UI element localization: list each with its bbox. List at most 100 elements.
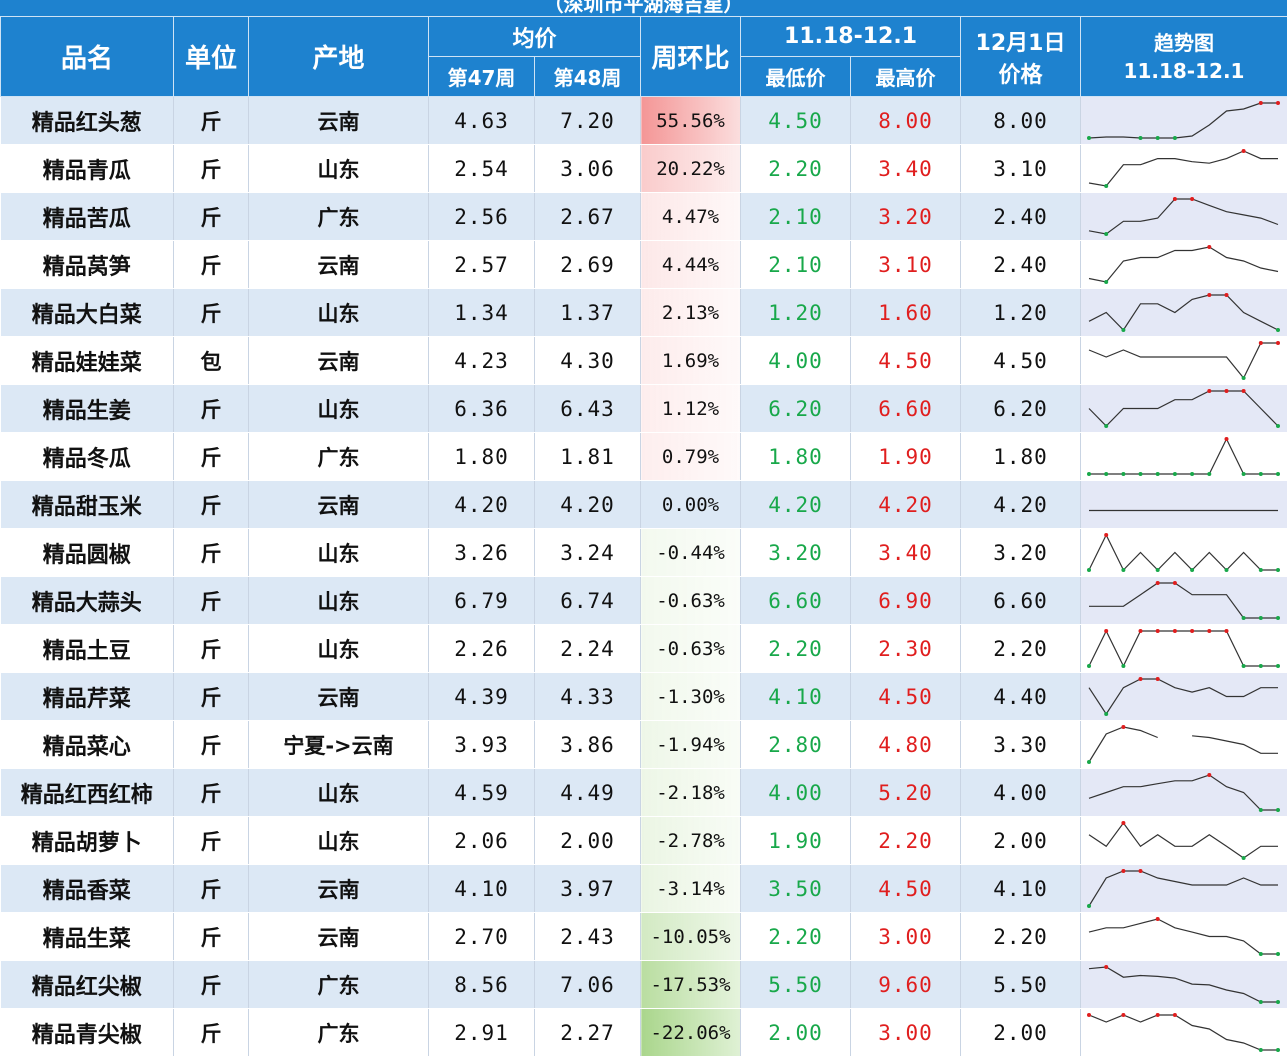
product-name: 精品红尖椒	[0, 960, 174, 1009]
dec1-price: 3.20	[960, 528, 1082, 577]
trend-low-point	[1087, 136, 1092, 140]
trend-line	[1088, 918, 1279, 955]
trend-high-point	[1190, 197, 1195, 201]
dec1-price: 1.80	[960, 432, 1082, 481]
trend-low-point	[1155, 472, 1160, 476]
trend-low-point	[1258, 616, 1263, 620]
trend-high-point	[1104, 965, 1109, 969]
trend-line	[1088, 774, 1279, 811]
trend-low-point	[1121, 328, 1126, 332]
trend-low-point	[1172, 472, 1177, 476]
trend-line	[1088, 1014, 1279, 1051]
header-avg: 均价	[427, 16, 642, 57]
origin-cell: 云南	[248, 672, 429, 721]
trend-line	[1088, 678, 1279, 716]
max-price: 5.20	[850, 768, 962, 817]
trend-line	[1088, 198, 1279, 235]
dec1-price: 3.30	[960, 720, 1082, 769]
trend-low-point	[1258, 808, 1263, 812]
wow-change: -2.18%	[640, 768, 742, 817]
dec1-price: 4.20	[960, 480, 1082, 529]
wow-change: 0.00%	[640, 480, 742, 529]
trend-line	[1089, 582, 1279, 619]
trend-line	[1088, 102, 1279, 139]
week48-price: 6.43	[534, 384, 642, 433]
trend-low-point	[1241, 664, 1246, 668]
trend-sparkline	[1088, 773, 1281, 812]
week48-price: 2.69	[534, 240, 642, 289]
trend-sparkline	[1088, 245, 1279, 284]
week48-price: 6.74	[534, 576, 642, 625]
week47-price: 4.10	[428, 864, 535, 913]
trend-line	[1089, 437, 1279, 475]
origin-cell: 云南	[248, 864, 429, 913]
trend-low-point	[1138, 136, 1143, 140]
product-name: 精品胡萝卜	[0, 816, 174, 865]
trend-sparkline	[1088, 293, 1281, 332]
origin-cell: 云南	[248, 480, 429, 529]
wow-change: 1.12%	[640, 384, 742, 433]
dec1-price: 2.20	[960, 912, 1082, 961]
trend-sparkline	[1087, 725, 1279, 764]
trend-high-point	[1172, 197, 1177, 201]
unit-cell: 斤	[173, 1008, 249, 1057]
trend-low-point	[1276, 952, 1281, 956]
trend-low-point	[1276, 472, 1281, 476]
table-row: 精品菜心斤宁夏->云南 3.93 3.86 -1.94% 2.80 4.80 3.30	[0, 720, 1287, 769]
trend-low-point	[1104, 232, 1109, 236]
min-price: 3.50	[740, 864, 852, 913]
trend-cell	[1080, 240, 1287, 289]
unit-cell: 斤	[173, 960, 249, 1009]
dec1-price: 5.50	[960, 960, 1082, 1009]
wow-change: -2.78%	[640, 816, 742, 865]
week47-price: 2.56	[428, 192, 535, 241]
header-trend-line1: 趋势图	[1154, 30, 1215, 55]
product-name: 精品甜玉米	[0, 480, 174, 529]
table-row: 精品圆椒斤山东 3.26 3.24 -0.44% 3.20 3.40 3.20	[0, 528, 1287, 577]
product-name: 精品红头葱	[0, 96, 174, 145]
wow-change: 2.13%	[640, 288, 742, 337]
table-row: 精品生姜斤山东 6.36 6.43 1.12% 6.20 6.60 6.20	[0, 384, 1287, 433]
trend-sparkline	[1089, 509, 1279, 512]
trend-sparkline	[1087, 101, 1281, 140]
week47-price: 4.39	[428, 672, 535, 721]
trend-low-point	[1258, 1048, 1263, 1052]
origin-cell: 山东	[248, 624, 429, 673]
header-dec1-line1: 12月1日	[975, 30, 1066, 56]
dec1-price: 2.40	[960, 240, 1082, 289]
week47-price: 2.91	[428, 1008, 535, 1057]
trend-line	[1088, 342, 1279, 380]
trend-sparkline	[1088, 197, 1279, 236]
trend-low-point	[1172, 136, 1177, 140]
product-name: 精品土豆	[0, 624, 174, 673]
dec1-price: 3.10	[960, 144, 1082, 193]
wow-change: -0.63%	[640, 576, 742, 625]
unit-cell: 斤	[173, 144, 249, 193]
market-title: （深圳市平湖海吉星）	[543, 0, 744, 16]
trend-sparkline	[1088, 149, 1279, 188]
product-name: 精品莴笋	[0, 240, 174, 289]
week48-price: 2.43	[534, 912, 642, 961]
table-row: 精品冬瓜斤广东 1.80 1.81 0.79% 1.80 1.90 1.80	[0, 432, 1287, 481]
max-price: 4.50	[850, 672, 962, 721]
week48-price: 4.20	[534, 480, 642, 529]
week48-price: 1.37	[534, 288, 642, 337]
trend-cell	[1080, 384, 1287, 433]
table-row: 精品土豆斤山东 2.26 2.24 -0.63% 2.20 2.30 2.20	[0, 624, 1287, 673]
table-row: 精品苦瓜斤广东 2.56 2.67 4.47% 2.10 3.20 2.40	[0, 192, 1287, 241]
trend-cell	[1080, 432, 1287, 481]
week48-price: 2.27	[534, 1008, 642, 1057]
trend-high-point	[1207, 293, 1212, 297]
header-wow: 周环比	[640, 16, 742, 97]
trend-line	[1088, 294, 1279, 331]
origin-cell: 山东	[248, 144, 429, 193]
week47-price: 4.63	[428, 96, 535, 145]
week47-price: 2.70	[428, 912, 535, 961]
trend-high-point	[1224, 437, 1229, 441]
unit-cell: 斤	[173, 864, 249, 913]
max-price: 2.30	[850, 624, 962, 673]
origin-cell: 山东	[248, 576, 429, 625]
trend-low-point	[1087, 664, 1092, 668]
trend-high-point	[1258, 341, 1263, 345]
trend-cell	[1080, 624, 1287, 673]
